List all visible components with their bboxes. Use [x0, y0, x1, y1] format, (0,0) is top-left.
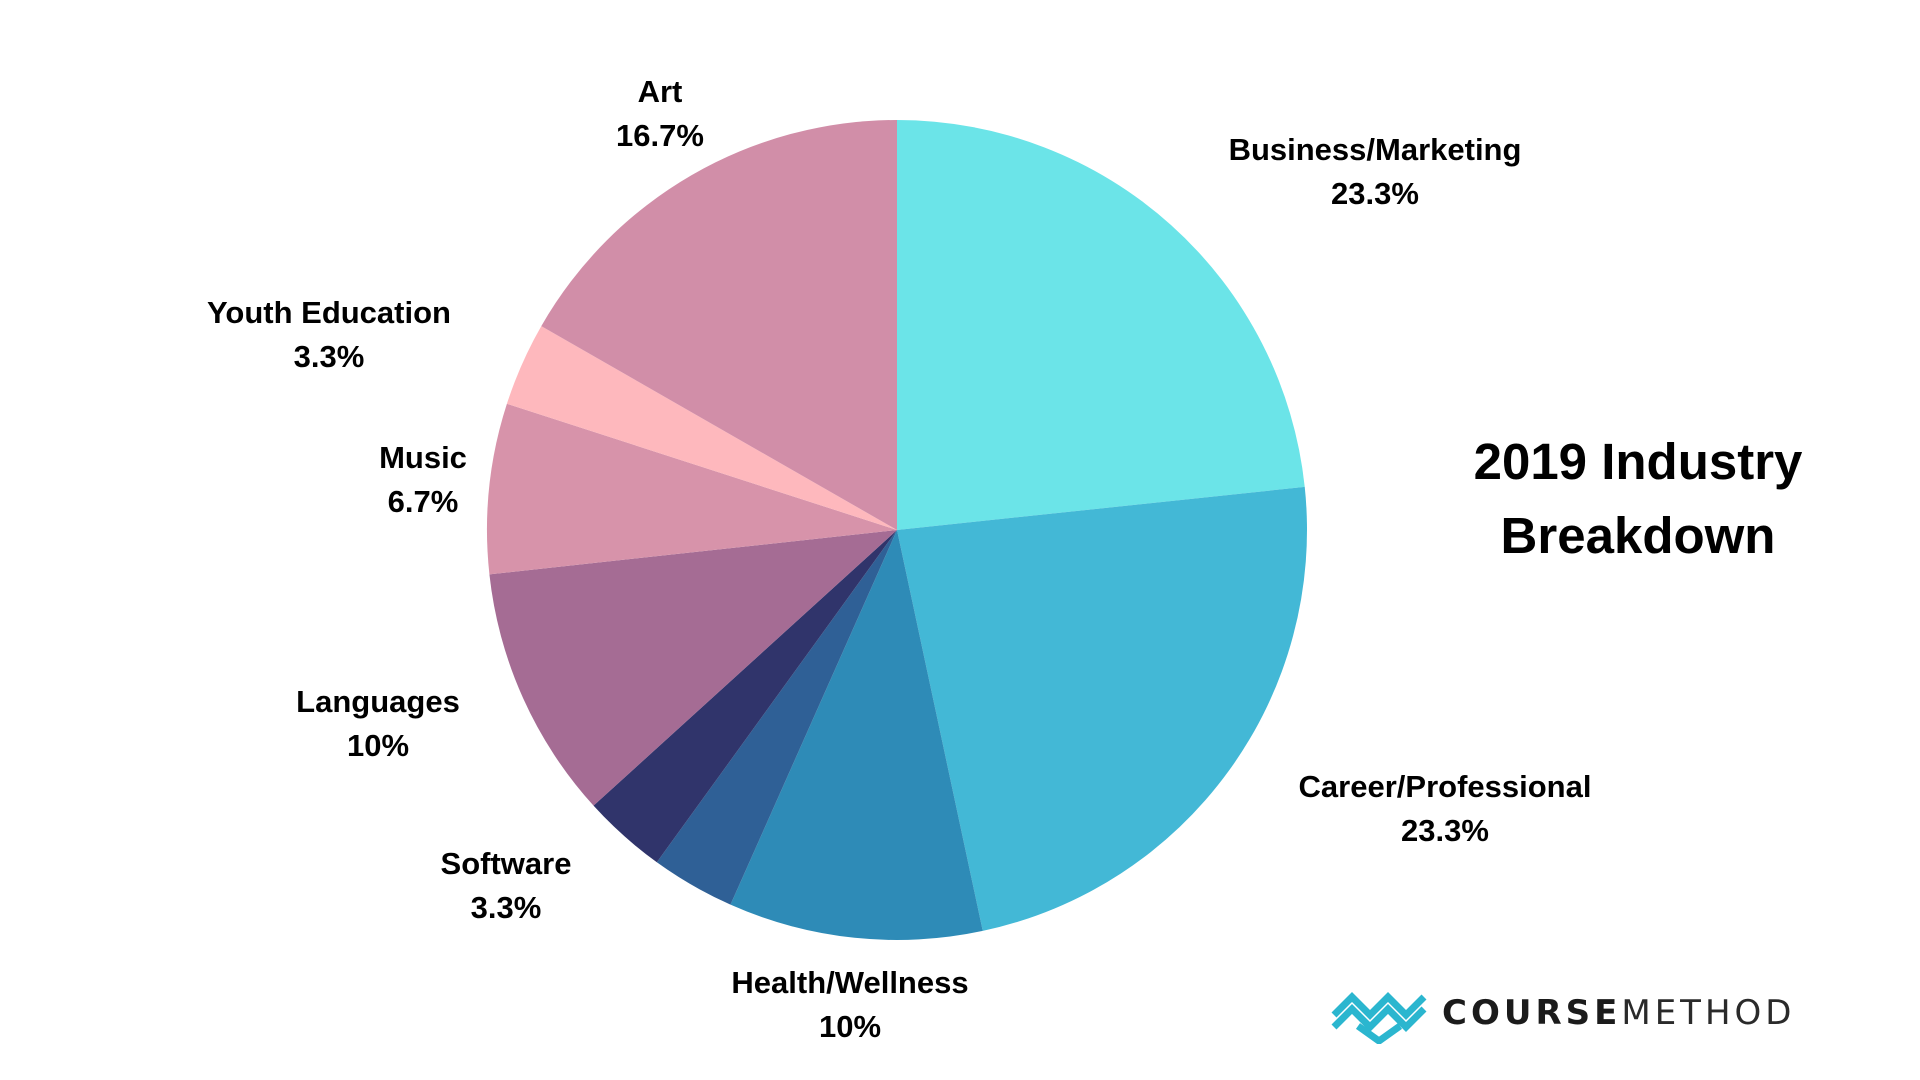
pie-slice-youth-education: [506, 326, 897, 530]
label-music-name: Music: [379, 440, 467, 475]
label-career-professional-name: Career/Professional: [1298, 769, 1592, 804]
pie-slice-music: [486, 403, 897, 575]
label-business-marketing-name: Business/Marketing: [1228, 132, 1522, 167]
label-health-wellness-name: Health/Wellness: [731, 965, 969, 1000]
pie-slice-unlabeled-3: [656, 530, 897, 905]
chart-title-line-2: Breakdown: [1500, 507, 1776, 564]
label-youth-education-name: Youth Education: [207, 295, 451, 330]
label-languages-value: 10%: [346, 728, 410, 763]
label-music: Music 6.7%: [379, 436, 467, 524]
label-software-name: Software: [440, 846, 572, 881]
label-languages: Languages 10%: [296, 680, 460, 768]
label-youth-education: Youth Education 3.3%: [207, 291, 451, 379]
brand-logo: COURSEMETHOD: [1330, 978, 1795, 1048]
label-career-professional-value: 23.3%: [1401, 813, 1489, 848]
pie-slice-software: [593, 530, 897, 863]
label-art: Art 16.7%: [616, 70, 704, 158]
chart-title-line-1: 2019 Industry: [1473, 433, 1803, 490]
pie-slice-business-marketing: [897, 120, 1305, 530]
brand-name-strong: COURSE: [1442, 993, 1622, 1033]
label-art-value: 16.7%: [616, 118, 704, 153]
label-languages-name: Languages: [296, 684, 460, 719]
pie-slice-health-wellness: [730, 530, 983, 940]
label-art-name: Art: [637, 74, 683, 109]
course-method-logo-icon: [1331, 992, 1427, 1044]
chart-title: 2019 Industry Breakdown: [1474, 425, 1803, 573]
pie-slice-art: [541, 120, 897, 530]
label-business-marketing-value: 23.3%: [1331, 176, 1419, 211]
label-business-marketing: Business/Marketing 23.3%: [1229, 128, 1522, 216]
label-health-wellness: Health/Wellness 10%: [731, 961, 968, 1049]
label-health-wellness-value: 10%: [818, 1009, 882, 1044]
brand-name-light: METHOD: [1621, 993, 1796, 1033]
pie-slices: [486, 120, 1308, 940]
pie-slice-languages: [489, 530, 897, 806]
label-career-professional: Career/Professional 23.3%: [1299, 765, 1592, 853]
pie-slice-career-professional: [897, 486, 1308, 931]
label-software-value: 3.3%: [470, 890, 542, 925]
label-youth-education-value: 3.3%: [293, 339, 365, 374]
brand-name: COURSEMETHOD: [1442, 993, 1795, 1033]
label-music-value: 6.7%: [387, 484, 459, 519]
label-software: Software 3.3%: [441, 842, 572, 930]
